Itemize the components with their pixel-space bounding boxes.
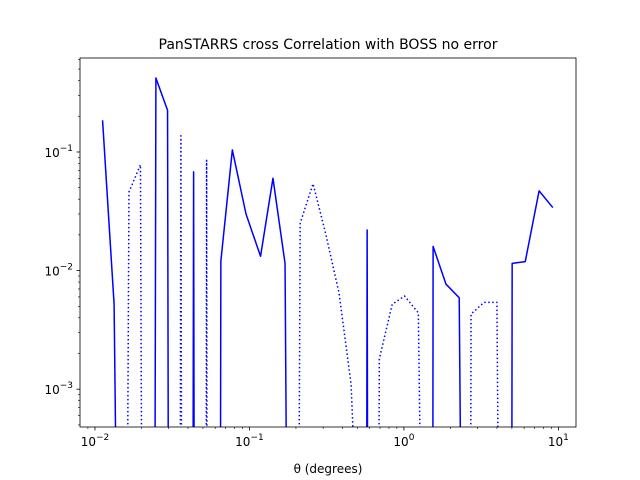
plot-frame [79,57,577,428]
x-tick-label-2: 10−1 [235,433,264,449]
x-tick-label-3: 100 [393,433,414,449]
series-layer [101,77,554,427]
series-line-1 [101,120,117,427]
ticks-layer: 10−2 10−1 100 101 10−3 10−2 10−1 [44,59,569,449]
series-line-6 [205,159,208,427]
series-line-13 [511,190,554,427]
y-tick-label-1: 10−3 [44,381,73,397]
y-tick-label-2: 10−2 [44,263,73,279]
series-line-4 [179,135,183,427]
series-line-9 [366,229,369,427]
series-line-5 [192,171,195,427]
x-tick-label-1: 10−2 [81,433,110,449]
series-line-8 [298,182,354,427]
x-tick-label-4: 101 [548,433,569,449]
series-line-10 [378,295,421,427]
series-line-3 [154,77,169,427]
x-axis-label: θ (degrees) [294,462,363,476]
series-line-11 [432,245,462,427]
chart-title: PanSTARRS cross Correlation with BOSS no… [159,37,498,53]
series-line-2 [127,164,143,427]
series-line-7 [219,149,287,427]
y-tick-label-3: 10−1 [44,144,73,160]
series-line-12 [470,301,499,427]
